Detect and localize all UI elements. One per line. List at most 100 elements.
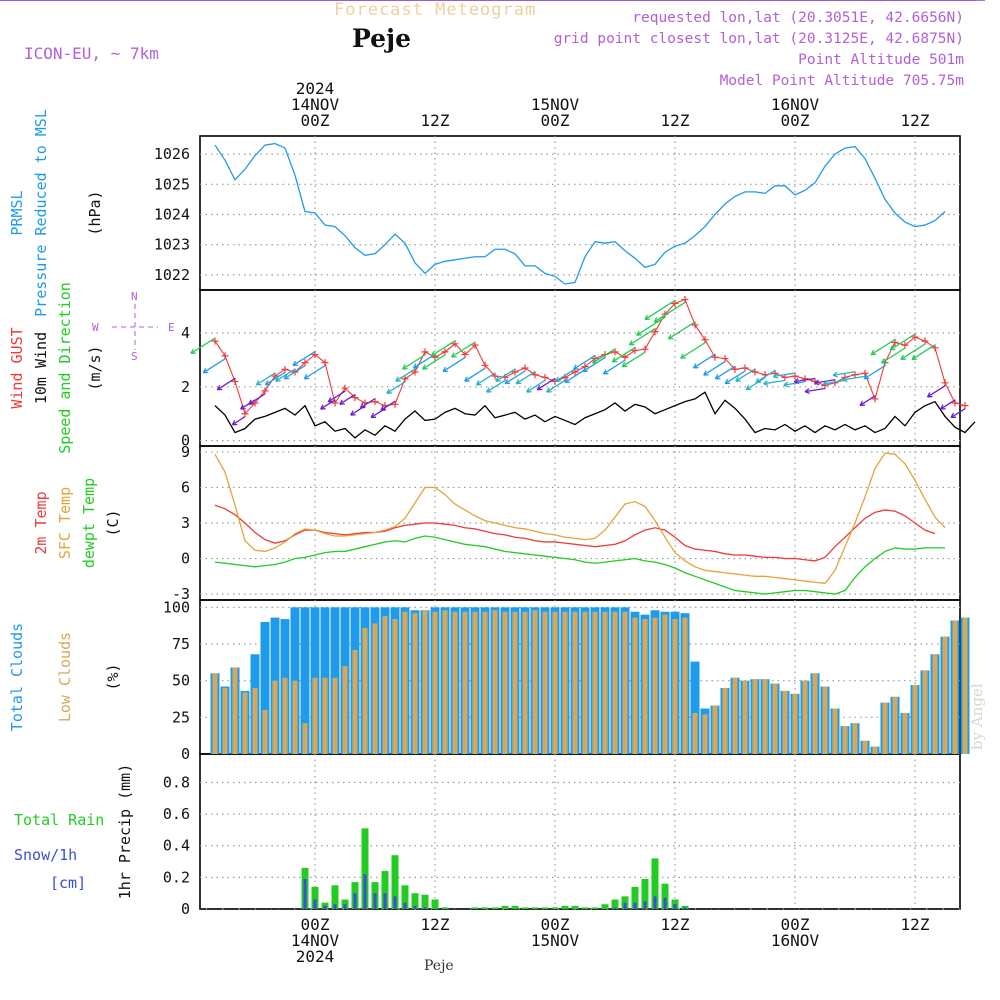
wind-arrow	[900, 343, 926, 360]
wind-arrow-head	[350, 410, 356, 416]
top-time-label: 12Z	[421, 111, 450, 130]
low-cloud-bar	[632, 617, 638, 754]
low-cloud-bar	[922, 670, 928, 754]
wind-arrow	[927, 385, 946, 398]
low-cloud-bar	[892, 696, 898, 754]
snow-bar	[653, 896, 657, 909]
wind-arrow-head	[430, 351, 437, 357]
gust-point	[261, 387, 269, 395]
wind-arrow-head	[216, 385, 223, 391]
wind-arrow-head	[745, 384, 752, 391]
low-cloud-bar	[612, 611, 618, 754]
low-cloud-bar	[802, 680, 808, 754]
low-cloud-bar	[522, 611, 528, 754]
low-cloud-bar	[262, 710, 268, 754]
wind-arrow-head	[940, 404, 946, 410]
rain-bar	[531, 907, 539, 909]
compass-north: N	[131, 290, 138, 303]
rain-bar	[431, 899, 439, 909]
clouds-axis-label: (%)	[104, 663, 122, 690]
low-cloud-bar	[932, 654, 938, 754]
precipitation-panel	[199, 753, 961, 910]
wind-arrow-head	[783, 381, 789, 388]
rain-bar	[331, 885, 339, 909]
wind-arrow-head	[863, 374, 870, 380]
rain-bar	[641, 878, 649, 909]
low-cloud-bar	[712, 705, 718, 754]
low-cloud-bar	[622, 611, 628, 754]
snow-bar	[353, 893, 357, 909]
bottom-time-label: 15NOV	[531, 931, 580, 950]
compass-west: W	[92, 321, 99, 334]
low-cloud-bar	[942, 636, 948, 754]
wind-arrow-head	[573, 364, 579, 370]
wind-arrow-head	[248, 399, 254, 405]
temperature-ytick-label: 6	[181, 478, 190, 496]
wind-arrow-head	[422, 364, 428, 370]
wind-arrow	[380, 400, 396, 411]
wind-arrow-head	[536, 385, 543, 391]
gust-point	[861, 369, 869, 377]
low-cloud-bar	[512, 611, 518, 754]
wind-panel	[199, 289, 961, 447]
wind-arrow-head	[515, 378, 522, 385]
snow-bar	[643, 901, 647, 909]
wind-arrow	[265, 371, 286, 386]
model-altitude: Model Point Altitude 705.75m	[719, 73, 964, 89]
low-cloud-bar	[332, 677, 338, 754]
rain-bar	[511, 905, 519, 909]
wind-arrow	[804, 387, 826, 393]
wind-arrow-head	[303, 374, 310, 380]
bottom-time-label: 12Z	[421, 915, 450, 934]
wind-arrow	[629, 328, 656, 346]
rain-bar	[391, 855, 399, 909]
gust-point	[941, 379, 949, 387]
gust-point	[401, 375, 409, 383]
top-time-label: 16NOV	[771, 95, 820, 114]
wind-arrow	[911, 344, 936, 360]
low-cloud-bar	[912, 685, 918, 754]
wind-arrow-head	[495, 376, 501, 382]
total-cloud-bar	[690, 661, 700, 754]
wind-arrow	[870, 338, 896, 356]
low-cloud-bar	[242, 692, 248, 754]
wind-arrow-head	[653, 317, 660, 323]
pressure-line	[214, 142, 946, 285]
pressure-ytick-label: 1026	[154, 145, 190, 163]
wind-arrow-head	[327, 397, 334, 403]
low-cloud-bar	[422, 610, 428, 754]
low-cloud-bar	[412, 613, 418, 754]
wind-arrow-head	[370, 412, 377, 419]
pressure-axis-label: (hPa)	[86, 190, 104, 235]
temperature-axis-label: (C)	[104, 509, 122, 536]
low-cloud-bar	[642, 619, 648, 754]
rain-bar	[661, 883, 669, 909]
rain-bar	[501, 905, 509, 909]
snow-bar	[333, 904, 337, 909]
wind-ytick-label: 4	[181, 324, 190, 342]
pressure-ytick-label: 1023	[154, 236, 190, 254]
wind-arrow	[881, 347, 906, 364]
temperature-panel	[199, 445, 961, 601]
clouds-ytick-label: 0	[181, 745, 190, 763]
snow-bar	[313, 899, 317, 909]
wind-arrow	[555, 368, 576, 382]
gust-point	[791, 372, 799, 380]
snow-bar	[613, 907, 617, 909]
wind-arrow	[644, 299, 676, 321]
wind-arrow	[693, 353, 716, 369]
wind-arrow	[889, 333, 916, 351]
rain-bar	[581, 907, 589, 909]
wind-arrow	[339, 394, 356, 405]
low-cloud-bar	[602, 611, 608, 754]
low-cloud-bar	[272, 680, 278, 754]
wind-ytick-label: 0	[181, 432, 190, 450]
low-cloud-bar	[902, 712, 908, 754]
low-cloud-bar	[842, 726, 848, 754]
gust-point	[461, 351, 469, 359]
top-time-label: 2024	[296, 79, 335, 98]
low-cloud-bar	[562, 611, 568, 754]
gust-point	[541, 373, 549, 381]
wind-arrow	[832, 371, 856, 376]
pressure-ytick-label: 1024	[154, 206, 190, 224]
